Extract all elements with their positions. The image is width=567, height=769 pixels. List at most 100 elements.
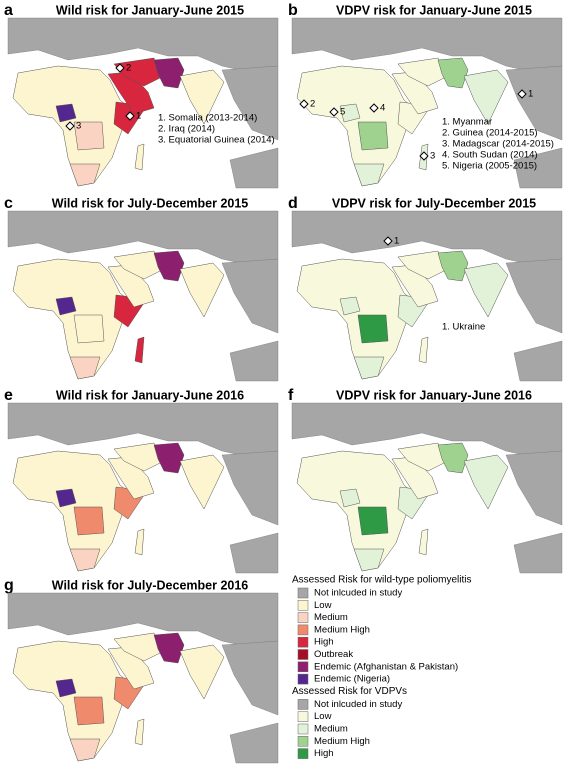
legend-label: Medium High xyxy=(314,736,370,747)
country xyxy=(179,262,225,318)
marker-label: 3 xyxy=(76,121,81,132)
panel-letter: d xyxy=(288,195,298,212)
country xyxy=(73,314,105,344)
note: 3. Madagscar (2014-2015) xyxy=(442,139,554,150)
country xyxy=(463,454,509,510)
gray-land xyxy=(229,722,279,764)
note: 2. Iraq (2014) xyxy=(158,124,215,135)
gray-land xyxy=(221,258,279,334)
legend-swatch xyxy=(297,699,309,710)
note: 1. Myanmar xyxy=(442,117,492,128)
note: 3. Equatorial Guinea (2014) xyxy=(158,135,275,146)
country xyxy=(153,250,185,282)
map-panel: g Wild risk for July-December 2016 xyxy=(4,577,279,764)
gray-land xyxy=(505,65,563,141)
legend-label: High xyxy=(314,637,334,648)
panel-title: Wild risk for July-December 2015 xyxy=(52,196,249,210)
country xyxy=(134,336,145,364)
map xyxy=(7,592,279,764)
country xyxy=(463,69,509,125)
marker-label: 3 xyxy=(430,151,435,162)
marker xyxy=(299,99,309,109)
panel-letter: g xyxy=(4,577,14,594)
note: 1. Somalia (2013-2014) xyxy=(158,113,257,124)
country xyxy=(153,632,185,664)
country xyxy=(397,57,445,87)
country xyxy=(113,57,161,87)
legend-label: Low xyxy=(314,600,332,611)
legend-swatch xyxy=(297,624,309,636)
country xyxy=(357,121,389,151)
panel-title: Wild risk for January-June 2015 xyxy=(56,3,244,17)
country xyxy=(339,296,361,316)
legend-label: Outbreak xyxy=(314,649,353,660)
marker xyxy=(517,89,527,99)
country xyxy=(437,57,469,89)
country xyxy=(12,258,133,380)
country xyxy=(113,442,161,472)
map-panel: a Wild risk for January-June 2015 2 3 1 1. So… xyxy=(4,2,279,189)
legend-swatch xyxy=(297,673,309,685)
map-panel: b VDPV risk for January-June 2015 1 2 5 4 3 1. … xyxy=(288,2,563,189)
marker xyxy=(329,107,339,117)
legend-swatch xyxy=(297,661,309,673)
note: 2. Guinea (2014-2015) xyxy=(442,128,538,139)
country xyxy=(296,258,417,380)
country xyxy=(55,296,77,316)
country xyxy=(397,442,445,472)
country xyxy=(73,121,105,151)
legend-swatch xyxy=(297,723,309,735)
country xyxy=(55,488,77,508)
panel-letter: c xyxy=(4,195,13,212)
legend-swatch xyxy=(297,600,309,611)
legend-label: Low xyxy=(314,711,332,722)
legend-swatch xyxy=(297,636,309,648)
legend-label: Endemic (Afghanistan & Pakistan) xyxy=(314,661,458,672)
legend-label: High xyxy=(314,748,334,759)
country xyxy=(418,336,429,364)
panel-letter: b xyxy=(288,2,298,19)
gray-land xyxy=(513,340,563,382)
country xyxy=(339,488,361,508)
gray-land xyxy=(229,532,279,574)
marker xyxy=(419,151,429,161)
country xyxy=(296,450,417,572)
legend-swatch xyxy=(297,736,309,747)
legend-swatch xyxy=(297,711,309,722)
country xyxy=(69,548,101,572)
country xyxy=(397,250,445,280)
country xyxy=(437,250,469,282)
country xyxy=(437,442,469,474)
map-panel: f VDPV risk for January-June 2016 xyxy=(288,387,563,574)
map xyxy=(291,402,563,574)
marker xyxy=(125,111,135,121)
note: 4. South Sudan (2014) xyxy=(442,150,538,161)
country xyxy=(353,356,385,380)
country xyxy=(179,454,225,510)
country xyxy=(179,69,225,125)
marker-label: 2 xyxy=(310,99,315,110)
gray-land xyxy=(229,147,279,189)
country xyxy=(339,103,361,123)
marker xyxy=(65,121,75,131)
country xyxy=(134,528,145,556)
country xyxy=(153,57,185,89)
legend-label: Not inlcuded in study xyxy=(314,699,402,710)
legend-label: Medium High xyxy=(314,624,370,635)
country xyxy=(357,506,389,536)
country xyxy=(353,163,385,187)
panel-title: VDPV risk for January-June 2016 xyxy=(336,388,532,402)
marker-label: 5 xyxy=(340,107,345,118)
country xyxy=(357,314,389,344)
marker-label: 1 xyxy=(136,111,141,122)
country xyxy=(153,442,185,474)
legend-label: Medium xyxy=(314,612,348,623)
country xyxy=(463,262,509,318)
legend-label: Not inlcuded in study xyxy=(314,588,402,599)
map: 1 1. Ukraine xyxy=(291,210,563,382)
panel-title: Wild risk for January-June 2016 xyxy=(56,388,244,402)
map-panel: e Wild risk for January-June 2016 xyxy=(4,387,279,574)
gray-land xyxy=(505,450,563,526)
